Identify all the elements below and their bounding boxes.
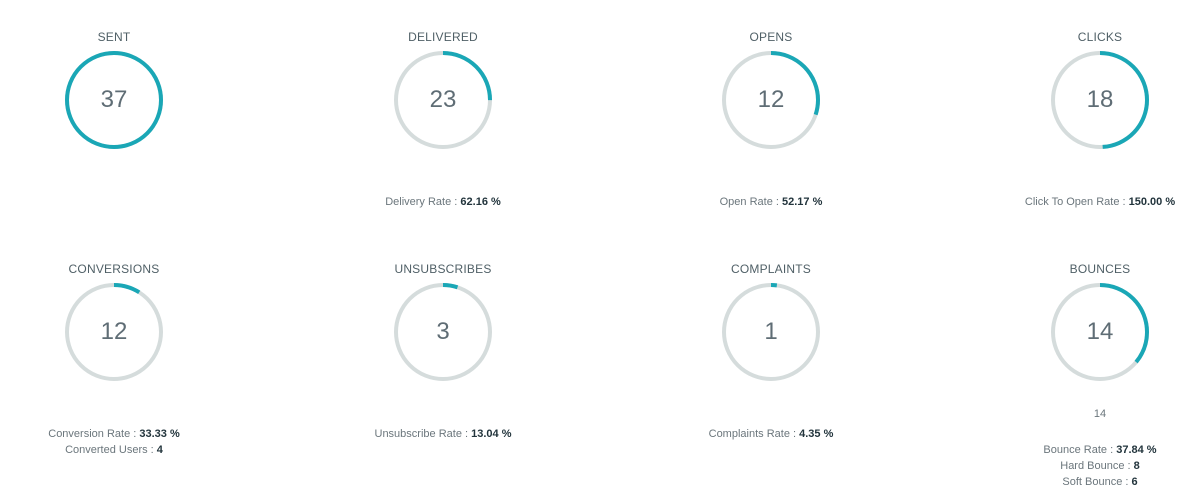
progress-ring: 12 xyxy=(64,282,164,382)
detail-label: Open Rate : xyxy=(719,196,782,208)
stat-details: Complaints Rate : 4.35 % xyxy=(641,426,901,442)
detail-label: Soft Bounce : xyxy=(1062,476,1132,488)
bounce-count: 14 xyxy=(1093,408,1107,420)
detail-label: Hard Bounce : xyxy=(1060,460,1134,472)
stat-title: CONVERSIONS xyxy=(68,262,160,276)
stat-title: DELIVERED xyxy=(408,30,478,44)
ring-progress xyxy=(394,283,492,381)
stat-details: Click To Open Rate : 150.00 % xyxy=(970,194,1202,210)
detail-value: 52.17 % xyxy=(782,196,823,208)
ring-progress xyxy=(394,51,492,149)
progress-ring-svg xyxy=(1051,51,1149,149)
stat-value: 37 xyxy=(100,86,128,113)
progress-ring: 3 xyxy=(393,282,493,382)
stat-value: 12 xyxy=(100,318,128,345)
detail-line: Click To Open Rate : 150.00 % xyxy=(970,194,1202,210)
progress-ring: 37 xyxy=(64,50,164,150)
detail-value: 6 xyxy=(1131,476,1138,488)
stat-title: BOUNCES xyxy=(1069,262,1131,276)
detail-label: Bounce Rate : xyxy=(1043,444,1117,456)
progress-ring: 12 xyxy=(721,50,821,150)
stat-title: COMPLAINTS xyxy=(730,262,811,276)
detail-line: Converted Users : 4 xyxy=(0,442,244,458)
progress-ring-svg xyxy=(722,283,820,381)
detail-value: 4 xyxy=(156,444,163,456)
stat-value: 23 xyxy=(429,86,457,113)
detail-value: 13.04 % xyxy=(471,428,512,440)
detail-label: Unsubscribe Rate : xyxy=(374,428,472,440)
ring-progress xyxy=(65,51,163,149)
progress-ring-svg xyxy=(394,51,492,149)
progress-ring-svg xyxy=(65,51,163,149)
progress-ring-svg xyxy=(722,51,820,149)
stat-details: Conversion Rate : 33.33 % Converted User… xyxy=(0,426,244,458)
detail-label: Converted Users : xyxy=(65,444,157,456)
progress-ring: 1 xyxy=(721,282,821,382)
detail-value: 8 xyxy=(1133,460,1140,472)
detail-line: Delivery Rate : 62.16 % xyxy=(313,194,573,210)
stat-title: SENT xyxy=(97,30,131,44)
ring-progress xyxy=(65,283,163,381)
detail-value: 37.84 % xyxy=(1116,444,1157,456)
progress-ring: 18 xyxy=(1050,50,1150,150)
stat-details: Open Rate : 52.17 % xyxy=(641,194,901,210)
detail-line: Bounce Rate : 37.84 % xyxy=(970,442,1202,458)
detail-line: Conversion Rate : 33.33 % xyxy=(0,426,244,442)
stat-title: CLICKS xyxy=(1077,30,1123,44)
detail-label: Conversion Rate : xyxy=(48,428,140,440)
progress-ring: 23 xyxy=(393,50,493,150)
detail-value: 4.35 % xyxy=(799,428,834,440)
stat-details: Unsubscribe Rate : 13.04 % xyxy=(313,426,573,442)
stat-value: 12 xyxy=(757,86,785,113)
detail-value: 33.33 % xyxy=(139,428,180,440)
detail-line: Open Rate : 52.17 % xyxy=(641,194,901,210)
progress-ring: 14 xyxy=(1050,282,1150,382)
ring-progress xyxy=(1051,51,1149,149)
stat-value: 18 xyxy=(1086,86,1114,113)
detail-label: Complaints Rate : xyxy=(708,428,800,440)
detail-line: Unsubscribe Rate : 13.04 % xyxy=(313,426,573,442)
detail-line: Hard Bounce : 8 xyxy=(970,458,1202,474)
detail-label: Click To Open Rate : xyxy=(1024,196,1129,208)
progress-ring-svg xyxy=(394,283,492,381)
stat-value: 3 xyxy=(436,318,450,345)
ring-progress xyxy=(722,283,820,381)
stat-value: 14 xyxy=(1086,318,1114,345)
detail-value: 150.00 % xyxy=(1128,196,1176,208)
detail-value: 62.16 % xyxy=(460,196,501,208)
detail-line: Complaints Rate : 4.35 % xyxy=(641,426,901,442)
stat-details: Delivery Rate : 62.16 % xyxy=(313,194,573,210)
stat-title: UNSUBSCRIBES xyxy=(394,262,492,276)
ring-progress xyxy=(722,51,820,149)
stat-details: Bounce Rate : 37.84 % Hard Bounce : 8 So… xyxy=(970,442,1202,490)
ring-progress xyxy=(1051,283,1149,381)
progress-ring-svg xyxy=(1051,283,1149,381)
detail-line: Soft Bounce : 6 xyxy=(970,474,1202,490)
stat-value: 1 xyxy=(764,318,778,345)
detail-label: Delivery Rate : xyxy=(385,196,461,208)
stat-title: OPENS xyxy=(749,30,793,44)
progress-ring-svg xyxy=(65,283,163,381)
